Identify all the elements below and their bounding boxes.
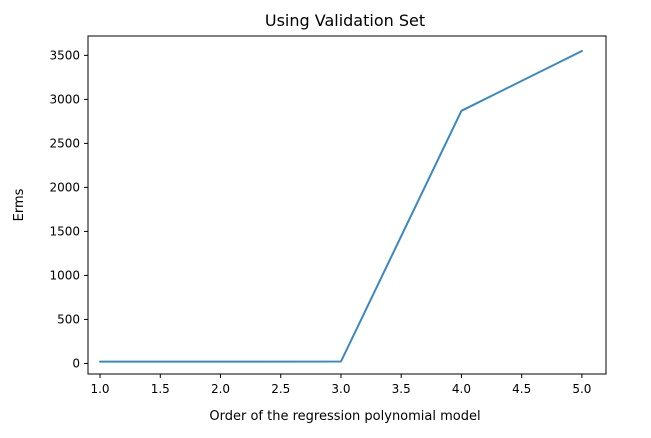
y-tick-label: 2500 xyxy=(49,136,80,150)
y-tick-label: 0 xyxy=(72,356,80,370)
y-axis: 0 500 1000 1500 2000 2500 3000 3500 xyxy=(49,48,88,370)
x-tick-label: 1.0 xyxy=(90,382,109,396)
x-tick-label: 5.0 xyxy=(572,382,591,396)
x-tick-label: 2.5 xyxy=(271,382,290,396)
x-tick-label: 4.5 xyxy=(512,382,531,396)
series-line xyxy=(99,49,583,363)
y-tick-label: 500 xyxy=(57,312,80,326)
x-axis-label: Order of the regression polynomial model xyxy=(209,409,480,424)
series-layer xyxy=(99,49,583,363)
x-tick-label: 3.0 xyxy=(331,382,350,396)
chart-title: Using Validation Set xyxy=(265,11,425,30)
x-tick-label: 3.5 xyxy=(392,382,411,396)
y-tick-label: 1500 xyxy=(49,224,80,238)
x-tick-label: 1.5 xyxy=(151,382,170,396)
y-tick-label: 1000 xyxy=(49,268,80,282)
x-tick-label: 2.0 xyxy=(211,382,230,396)
y-tick-label: 3500 xyxy=(49,48,80,62)
y-tick-label: 3000 xyxy=(49,92,80,106)
y-tick-label: 2000 xyxy=(49,180,80,194)
x-tick-label: 4.0 xyxy=(452,382,471,396)
y-axis-label: Erms xyxy=(12,188,27,221)
x-axis: 1.0 1.5 2.0 2.5 3.0 3.5 4.0 4.5 5.0 xyxy=(90,374,591,396)
plot-frame xyxy=(87,35,607,375)
